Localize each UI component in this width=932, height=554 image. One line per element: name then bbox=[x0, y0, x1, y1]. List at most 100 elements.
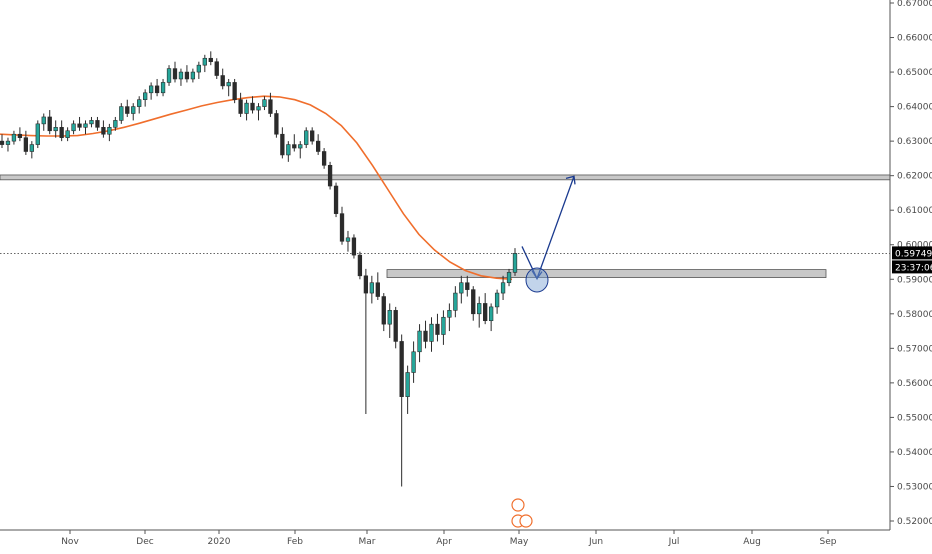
candle-body bbox=[220, 75, 225, 87]
event-markers[interactable] bbox=[511, 498, 533, 528]
candle-body bbox=[345, 237, 351, 242]
time-tick-label: Dec bbox=[136, 537, 153, 547]
price-tick-label: 0.66000 bbox=[897, 34, 932, 44]
candle-body bbox=[298, 144, 303, 149]
price-tick-label: 0.54000 bbox=[897, 448, 932, 458]
candle-body bbox=[5, 140, 11, 145]
candle-body bbox=[465, 282, 470, 290]
price-tick-label: 0.56000 bbox=[897, 379, 932, 389]
candle-body bbox=[375, 282, 380, 297]
candle-body bbox=[101, 127, 106, 135]
candle-body bbox=[471, 289, 476, 315]
candle-body bbox=[148, 85, 154, 94]
moving-average-layer bbox=[0, 95, 513, 281]
candle-body bbox=[166, 68, 172, 83]
candle-body bbox=[339, 213, 345, 242]
candle-body bbox=[89, 120, 94, 125]
projection-arrowhead-up bbox=[565, 175, 576, 185]
earnings-event-icon[interactable] bbox=[511, 498, 525, 512]
candle-body bbox=[107, 127, 112, 135]
time-tick-label: Feb bbox=[287, 537, 303, 547]
candle-body bbox=[363, 275, 369, 294]
candle-body bbox=[77, 123, 82, 128]
price-tick-label: 0.65000 bbox=[897, 68, 932, 78]
candle-body bbox=[399, 341, 404, 397]
candle-body bbox=[125, 106, 130, 114]
resistance-zone bbox=[0, 174, 891, 181]
candle-body bbox=[47, 116, 52, 132]
candle-body bbox=[327, 165, 333, 187]
price-tick-label: 0.63000 bbox=[897, 137, 932, 147]
candle-body bbox=[190, 71, 196, 80]
retest-circle bbox=[525, 267, 549, 293]
candle-body bbox=[268, 99, 273, 114]
candle-body bbox=[41, 116, 46, 125]
time-tick-label: Mar bbox=[359, 537, 376, 547]
splits-event-icon[interactable] bbox=[519, 514, 533, 528]
candle-body bbox=[131, 106, 136, 114]
candle-body bbox=[512, 253, 518, 273]
candle-body bbox=[262, 99, 267, 107]
candle-body bbox=[459, 282, 464, 294]
candle-body bbox=[441, 316, 446, 335]
projection-arrowhead-down bbox=[531, 270, 543, 280]
candle-body bbox=[178, 71, 184, 80]
candle-body bbox=[35, 123, 40, 145]
candle-body bbox=[256, 106, 261, 111]
price-tick-label: 0.61000 bbox=[897, 206, 932, 216]
time-tick-label: Aug bbox=[743, 537, 761, 547]
candle-body bbox=[292, 144, 297, 149]
moving-average-line bbox=[0, 95, 513, 281]
time-tick-label: May bbox=[510, 537, 529, 547]
candle-body bbox=[83, 123, 88, 128]
candle-body bbox=[321, 151, 327, 166]
projection-path bbox=[521, 176, 575, 281]
price-tick-label: 0.57000 bbox=[897, 344, 932, 354]
candle-body bbox=[429, 323, 434, 342]
candle-body bbox=[304, 130, 309, 145]
candle-body bbox=[435, 323, 440, 335]
candle-body bbox=[113, 120, 118, 128]
candle-body bbox=[250, 102, 255, 111]
candle-body bbox=[316, 140, 321, 152]
candle-body bbox=[184, 71, 190, 80]
candle-body bbox=[160, 82, 166, 94]
candle-body bbox=[506, 272, 512, 284]
candle-body bbox=[202, 57, 207, 66]
price-tick-label: 0.67000 bbox=[897, 0, 932, 9]
candle-body bbox=[447, 310, 452, 318]
candle-body bbox=[23, 137, 29, 152]
candle-body bbox=[274, 113, 279, 135]
candle-body bbox=[226, 82, 231, 87]
countdown-tag bbox=[892, 260, 932, 274]
price-tick-label: 0.55000 bbox=[897, 413, 932, 423]
candle-body bbox=[357, 254, 363, 277]
candles-layer bbox=[0, 51, 518, 487]
candle-body bbox=[208, 57, 213, 63]
candle-body bbox=[500, 282, 506, 294]
candle-body bbox=[172, 68, 178, 80]
candle-body bbox=[310, 130, 315, 142]
current-price-value: 0.59749 bbox=[895, 249, 932, 259]
candle-body bbox=[423, 330, 428, 342]
candle-body bbox=[333, 185, 339, 214]
support-zone bbox=[386, 269, 827, 278]
candle-body bbox=[17, 133, 23, 138]
candle-body bbox=[381, 296, 386, 325]
time-tick-label: Apr bbox=[436, 537, 452, 547]
time-tick-label: 2020 bbox=[208, 537, 231, 547]
countdown-value: 23:37:06 bbox=[895, 263, 932, 273]
candle-body bbox=[137, 99, 142, 107]
candle-body bbox=[351, 237, 357, 256]
candle-body bbox=[11, 133, 17, 142]
candle-body bbox=[143, 92, 148, 100]
candle-body bbox=[411, 351, 416, 373]
price-tick-label: 0.53000 bbox=[897, 482, 932, 492]
candle-body bbox=[483, 303, 488, 322]
candle-body bbox=[232, 82, 237, 100]
projection-layer bbox=[521, 175, 576, 293]
candle-body bbox=[53, 127, 58, 132]
time-tick-label: Jul bbox=[668, 537, 680, 547]
